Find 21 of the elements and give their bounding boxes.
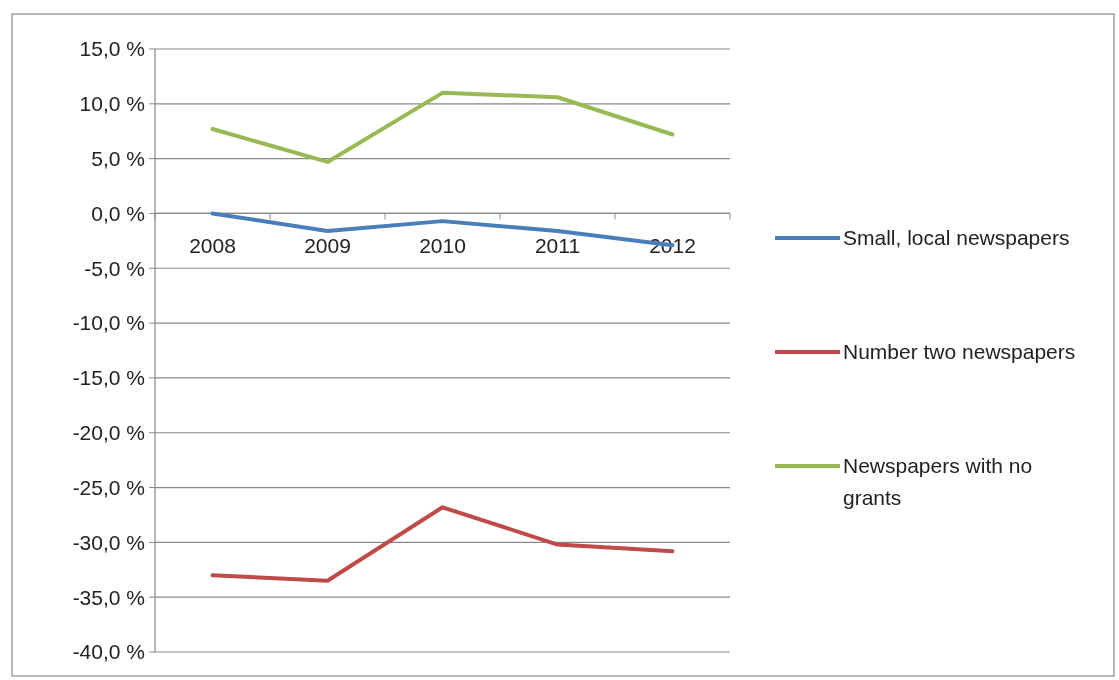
y-tick-label: -30,0 %	[72, 530, 145, 554]
x-tick-label: 2010	[419, 234, 466, 258]
y-tick-label: -40,0 %	[72, 640, 145, 664]
legend-label: Number two newspapers	[843, 340, 1076, 364]
x-tick-label: 2009	[304, 234, 351, 258]
y-tick-label: 10,0 %	[79, 92, 145, 116]
y-tick-label: 5,0 %	[91, 146, 145, 170]
x-tick-label: 2011	[534, 234, 581, 258]
y-tick-label: -20,0 %	[72, 421, 145, 445]
y-tick-label: 15,0 %	[79, 37, 145, 61]
x-tick-label: 2008	[189, 234, 236, 258]
y-tick-label: 0,0 %	[91, 201, 145, 225]
legend-label: Newspapers with no grants	[843, 454, 1033, 509]
y-tick-label: -15,0 %	[72, 366, 145, 390]
y-tick-label: -5,0 %	[84, 256, 145, 280]
line-series	[210, 505, 675, 583]
legend-label: Small, local newspapers	[843, 226, 1070, 250]
y-tick-label: -35,0 %	[72, 585, 145, 609]
line-series	[210, 90, 675, 164]
y-tick-label: -10,0 %	[72, 311, 145, 335]
y-tick-label: -25,0 %	[72, 475, 145, 499]
